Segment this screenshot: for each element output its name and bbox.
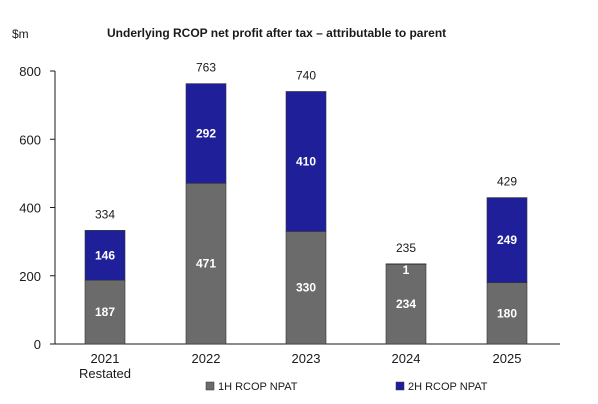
bar-value-label: 146 xyxy=(95,248,115,262)
x-tick-label: 2022 xyxy=(192,351,221,366)
legend-label: 2H RCOP NPAT xyxy=(408,381,488,393)
bar-segment-1h xyxy=(285,231,327,345)
y-axis-ticks: 0 200 400 600 800 xyxy=(19,64,55,352)
bar-segment-2h xyxy=(385,263,427,265)
bar-value-label: 471 xyxy=(196,257,216,271)
y-tick-label: 400 xyxy=(19,201,41,216)
legend-swatch xyxy=(205,381,215,391)
y-unit-label: $m xyxy=(12,27,29,41)
bar-value-label: 1 xyxy=(403,263,410,277)
legend-swatch xyxy=(395,381,405,391)
y-tick-label: 800 xyxy=(19,64,41,79)
bar-total-label: 334 xyxy=(95,207,115,221)
bar-segment-1h xyxy=(486,282,528,345)
x-tick-label: Restated xyxy=(79,366,131,381)
bar-segment-2h xyxy=(185,83,227,184)
bar-value-label: 180 xyxy=(497,306,517,320)
bar-total-label: 740 xyxy=(296,68,316,82)
bar-segment-1h xyxy=(185,182,227,345)
bar-segment-2h xyxy=(486,197,528,283)
bar-segment-1h xyxy=(385,263,427,345)
bars-group: 187 146 334 471 292 763 330 410 740 234 1 235 180 249… xyxy=(84,61,528,345)
x-tick-label: 2021 xyxy=(91,351,120,366)
bar-value-label: 410 xyxy=(296,154,316,168)
bar-segment-2h xyxy=(84,230,126,281)
x-tick-label: 2023 xyxy=(292,351,321,366)
bar-total-label: 429 xyxy=(497,175,517,189)
bar-value-label: 292 xyxy=(196,126,216,140)
bar-segment-2h xyxy=(285,91,327,232)
bar-value-label: 249 xyxy=(497,233,517,247)
legend-label: 1H RCOP NPAT xyxy=(218,381,298,393)
bar-segment-1h xyxy=(84,279,126,345)
bar-total-label: 235 xyxy=(396,241,416,255)
x-tick-label: 2024 xyxy=(392,351,421,366)
y-tick-label: 0 xyxy=(34,337,41,352)
chart-title: Underlying RCOP net profit after tax – a… xyxy=(107,26,446,40)
bar-value-label: 234 xyxy=(396,297,416,311)
bar-value-label: 330 xyxy=(296,281,316,295)
y-tick-label: 200 xyxy=(19,269,41,284)
legend: 1H RCOP NPAT 2H RCOP NPAT xyxy=(205,381,488,393)
y-tick-label: 600 xyxy=(19,132,41,147)
bar-value-label: 187 xyxy=(95,305,115,319)
x-tick-label: 2025 xyxy=(493,351,522,366)
bar-total-label: 763 xyxy=(196,61,216,75)
